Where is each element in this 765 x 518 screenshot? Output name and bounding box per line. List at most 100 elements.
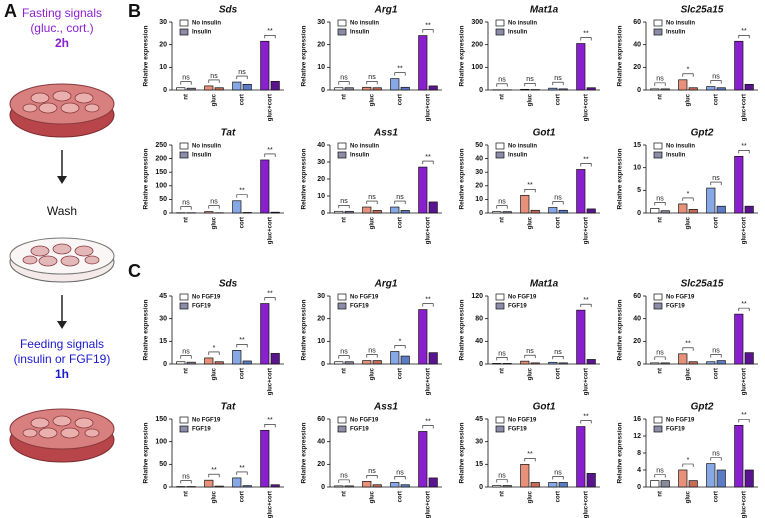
bar [660, 88, 670, 91]
y-tick-label: 20 [159, 42, 167, 49]
sig-bracket [654, 474, 666, 478]
bar [706, 463, 716, 488]
legend-label: No insulin [666, 21, 695, 27]
sig-bracket [338, 355, 350, 359]
x-tick-label: nt [184, 491, 190, 497]
bar [270, 353, 280, 365]
legend-label: No FGF19 [508, 295, 537, 301]
sig-label: ns [210, 73, 218, 80]
x-tick-label: gluc+cort [268, 94, 274, 121]
sig-label: ** [741, 301, 747, 308]
sig-label: ns [396, 469, 404, 476]
y-tick-label: 50 [159, 196, 167, 203]
legend-label: Insulin [192, 153, 212, 159]
bar [418, 166, 428, 214]
bar [242, 360, 252, 365]
bar [576, 426, 586, 488]
bar [344, 87, 354, 91]
legend-swatch [653, 425, 663, 433]
bar [362, 360, 372, 365]
legend-label: FGF19 [666, 304, 685, 310]
x-tick-label: nt [184, 94, 190, 100]
bar [734, 425, 744, 488]
bar [334, 87, 344, 91]
bar [176, 361, 186, 365]
sig-bracket [264, 424, 276, 428]
x-tick-label: gluc [686, 367, 692, 380]
x-tick-label: cort [240, 217, 246, 228]
legend-swatch [179, 151, 189, 159]
legend-label: FGF19 [192, 427, 211, 433]
bar [344, 361, 354, 365]
sig-bracket [496, 479, 508, 483]
y-axis-label: Relative expression [301, 25, 308, 86]
sig-bracket [236, 194, 248, 198]
sig-bracket [580, 37, 592, 41]
x-tick-label: cort [240, 94, 246, 105]
y-tick-label: 12 [633, 433, 641, 440]
bar [390, 482, 400, 488]
arrow [57, 295, 67, 329]
bar [520, 194, 530, 214]
fasting-agents: (gluc., cort.) [30, 21, 93, 35]
legend-swatch [337, 425, 347, 433]
y-tick-label: 30 [159, 316, 167, 323]
bar [650, 88, 660, 91]
y-tick-label: 0 [479, 87, 483, 94]
y-tick-label: 45 [159, 293, 167, 300]
bar [660, 210, 670, 214]
bar [186, 361, 196, 365]
y-tick-label: 10 [317, 193, 325, 200]
sig-label: ** [741, 143, 747, 150]
sig-bracket [654, 82, 666, 86]
bar [204, 479, 214, 488]
sig-bracket [738, 150, 750, 154]
y-tick-label: 40 [475, 338, 483, 345]
y-tick-label: 40 [633, 316, 641, 323]
sig-bracket [496, 83, 508, 87]
sig-bracket [682, 463, 694, 467]
bar [530, 362, 540, 365]
legend-swatch [179, 425, 189, 433]
y-tick-label: 30 [475, 439, 483, 446]
chart-title: Got1 [533, 128, 556, 139]
sig-label: ** [741, 412, 747, 419]
y-tick-label: 5 [637, 187, 641, 194]
bar [576, 43, 586, 91]
sig-bracket [710, 80, 722, 84]
chart-title: Arg1 [374, 5, 398, 16]
legend-label: No insulin [192, 21, 221, 27]
bar [520, 88, 530, 91]
bar [390, 78, 400, 91]
y-tick-label: 30 [475, 169, 483, 176]
legend-swatch [495, 19, 505, 27]
sig-label: ** [425, 22, 431, 29]
sig-bracket [710, 354, 722, 358]
bar [372, 484, 382, 488]
bar [716, 469, 726, 488]
x-tick-label: cort [398, 491, 404, 502]
sig-label: ** [685, 341, 691, 348]
x-tick-label: cort [240, 491, 246, 502]
legend-swatch [179, 416, 189, 424]
bar [428, 201, 438, 214]
y-tick-label: 50 [475, 142, 483, 149]
chart-title: Tat [221, 402, 236, 413]
sig-bracket [580, 420, 592, 424]
y-tick-label: 20 [633, 338, 641, 345]
sig-bracket [738, 419, 750, 423]
x-tick-label: gluc+cort [742, 94, 748, 121]
legend-swatch [653, 28, 663, 36]
bar [650, 480, 660, 488]
sig-label: ns [238, 69, 246, 76]
legend-label: FGF19 [192, 304, 211, 310]
y-tick-label: 250 [155, 142, 167, 149]
x-tick-label: gluc+cort [426, 368, 432, 395]
sig-bracket [180, 480, 192, 484]
sig-label: ** [425, 296, 431, 303]
bar [744, 205, 754, 214]
y-tick-label: 0 [163, 210, 167, 217]
bar [372, 87, 382, 91]
bar [428, 477, 438, 488]
